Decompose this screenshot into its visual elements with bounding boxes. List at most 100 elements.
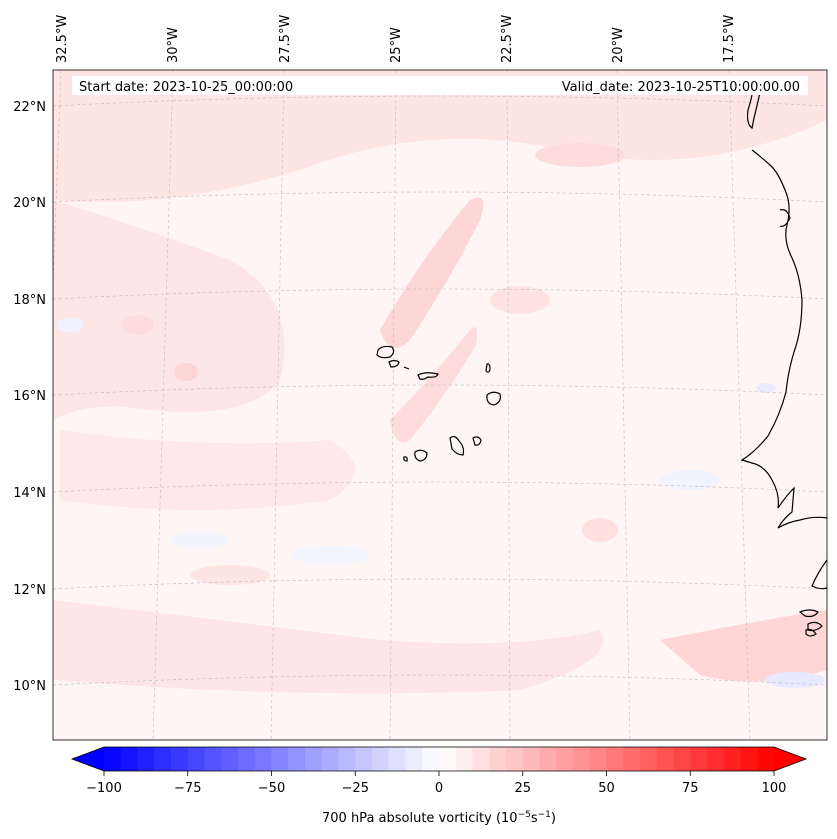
colorbar-segment xyxy=(489,747,507,771)
lon-label: 30°W xyxy=(166,27,181,63)
colorbar-segment xyxy=(154,747,172,771)
vorticity-band-southeast xyxy=(660,610,827,682)
vorticity-band-west xyxy=(53,200,285,420)
colorbar-segment xyxy=(707,747,725,771)
colorbar-segment xyxy=(673,747,691,771)
vorticity-band-south xyxy=(53,600,604,694)
colorbar-segment xyxy=(271,747,289,771)
colorbar-tick-label: −50 xyxy=(258,781,285,796)
parallel xyxy=(53,384,827,396)
colorbar-tick-label: 25 xyxy=(514,781,531,796)
vorticity-band-mid xyxy=(60,430,355,510)
map-panel xyxy=(53,70,827,740)
colorbar-segment xyxy=(455,747,473,771)
colorbar-segment xyxy=(522,747,540,771)
colorbar-segment xyxy=(757,747,775,771)
lon-label: 20°W xyxy=(611,27,626,63)
island-boa-vista xyxy=(486,391,501,406)
lat-label: 12°N xyxy=(13,583,46,598)
cape-verde-islands xyxy=(376,345,501,462)
colorbar-segment xyxy=(573,747,591,771)
colorbar-segment xyxy=(506,747,524,771)
latitude-labels: 22°N 20°N 18°N 16°N 14°N 12°N 10°N xyxy=(13,100,46,694)
colorbar-tick-label: −25 xyxy=(342,781,369,796)
colorbar-segment xyxy=(238,747,256,771)
map-frame xyxy=(52,69,828,741)
colorbar-segment xyxy=(723,747,741,771)
lon-label: 32.5°W xyxy=(55,15,70,63)
colorbar-segment xyxy=(606,747,624,771)
graticule xyxy=(53,70,827,740)
lat-label: 14°N xyxy=(13,486,46,501)
colorbar-segment xyxy=(104,747,122,771)
colorbar-tick-label: 100 xyxy=(762,781,787,796)
vorticity-weak-blue-1 xyxy=(172,532,228,548)
african-coastline xyxy=(740,87,827,637)
colorbar-segment xyxy=(321,747,339,771)
lat-label: 16°N xyxy=(13,389,46,404)
parallel xyxy=(53,578,827,590)
colorbar-segment xyxy=(137,747,155,771)
island-sal xyxy=(485,363,491,373)
meridian xyxy=(389,70,397,740)
colorbar-segment xyxy=(740,747,758,771)
colorbar-segment xyxy=(187,747,205,771)
vorticity-band-north xyxy=(53,70,827,202)
colorbar-segment xyxy=(690,747,708,771)
vorticity-spot-4 xyxy=(582,518,618,542)
meridian xyxy=(270,70,285,740)
vorticity-spot-2 xyxy=(122,315,154,335)
colorbar-label: 700 hPa absolute vorticity (10−5s−1) xyxy=(322,810,556,826)
parallel xyxy=(53,674,827,686)
colorbar-segment xyxy=(338,747,356,771)
start-date-label: Start date: 2023-10-25_00:00:00 xyxy=(79,80,293,95)
vorticity-spot-6 xyxy=(535,143,625,167)
meridian xyxy=(152,70,174,740)
colorbar-segment xyxy=(254,747,272,771)
colorbar-segment xyxy=(640,747,658,771)
colorbar-segment xyxy=(355,747,373,771)
vorticity-field xyxy=(53,70,827,694)
colorbar-segment xyxy=(439,747,457,771)
colorbar-segment xyxy=(405,747,423,771)
longitude-labels: 32.5°W 30°W 27.5°W 25°W 22.5°W 20°W 17.5… xyxy=(55,15,737,63)
lat-label: 22°N xyxy=(13,100,46,115)
lon-label: 27.5°W xyxy=(278,15,293,63)
colorbar-segment xyxy=(556,747,574,771)
colorbar-segment xyxy=(656,747,674,771)
parallel xyxy=(53,481,827,493)
vorticity-streak xyxy=(380,197,484,348)
lat-label: 18°N xyxy=(13,293,46,308)
colorbar-segment xyxy=(120,747,138,771)
parallel xyxy=(53,95,827,107)
coast-cap-blanc xyxy=(779,209,791,227)
island-santiago xyxy=(449,435,465,456)
colorbar-tick-label: 75 xyxy=(682,781,699,796)
island-sao-nicolau xyxy=(417,372,439,380)
colorbar-segment xyxy=(472,747,490,771)
colorbar-extend-high xyxy=(774,747,806,771)
parallel xyxy=(53,288,827,300)
island-sao-vicente xyxy=(388,359,400,368)
colorbar-segment xyxy=(422,747,440,771)
valid-date-label: Valid_date: 2023-10-25T10:00:00.00 xyxy=(562,80,800,95)
meridian xyxy=(728,70,751,740)
colorbar-segment xyxy=(171,747,189,771)
meridian xyxy=(616,70,631,740)
colorbar-segment xyxy=(288,747,306,771)
colorbar-segment xyxy=(204,747,222,771)
vorticity-spot-1 xyxy=(174,363,198,381)
colorbar: −100 −75 −50 −25 0 25 50 75 100 700 hPa absolute… xyxy=(70,746,808,826)
coast-mauritania-senegal xyxy=(740,87,827,529)
lat-label: 20°N xyxy=(13,196,46,211)
meridian xyxy=(506,70,511,740)
parallel xyxy=(53,191,827,203)
colorbar-segment xyxy=(388,747,406,771)
vorticity-weak-blue-5 xyxy=(756,383,776,393)
vorticity-weak-blue-6 xyxy=(56,318,84,332)
date-annotation-box xyxy=(72,76,808,95)
island-santa-luzia xyxy=(403,366,410,370)
colorbar-tick-label: −100 xyxy=(86,781,122,796)
colorbar-segment xyxy=(221,747,239,771)
